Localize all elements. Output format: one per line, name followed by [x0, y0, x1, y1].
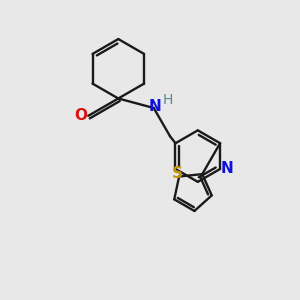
Text: S: S: [172, 166, 183, 181]
Text: O: O: [74, 108, 87, 123]
Text: N: N: [221, 161, 233, 176]
Text: H: H: [162, 93, 173, 107]
Text: N: N: [148, 100, 161, 115]
